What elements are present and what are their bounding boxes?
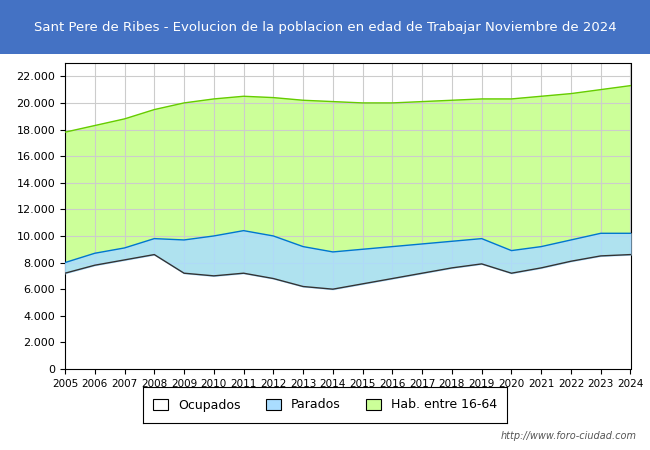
Legend: Ocupados, Parados, Hab. entre 16-64: Ocupados, Parados, Hab. entre 16-64: [148, 393, 502, 417]
Text: http://www.foro-ciudad.com: http://www.foro-ciudad.com: [501, 431, 637, 441]
Text: Sant Pere de Ribes - Evolucion de la poblacion en edad de Trabajar Noviembre de : Sant Pere de Ribes - Evolucion de la pob…: [34, 21, 616, 33]
